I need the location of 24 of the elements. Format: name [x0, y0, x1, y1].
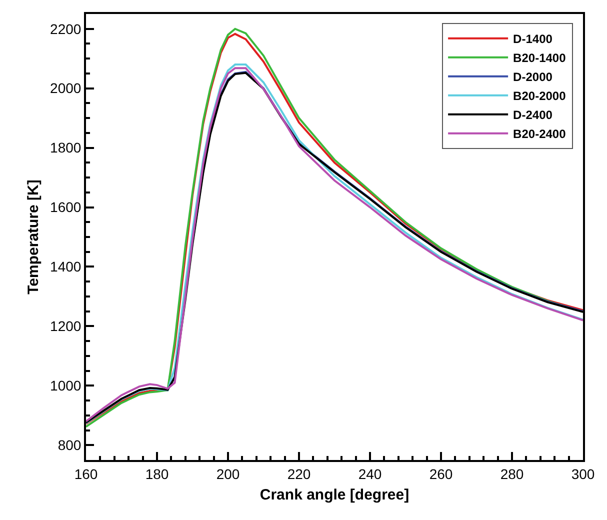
x-tick-label: 160 — [74, 466, 98, 482]
x-tick-label: 300 — [571, 466, 595, 482]
legend-label: D-1400 — [513, 32, 553, 46]
legend-label: B20-1400 — [513, 51, 566, 66]
y-tick-label: 1400 — [50, 258, 82, 275]
x-tick-label: 220 — [287, 466, 311, 482]
y-tick-label: 2200 — [50, 20, 82, 37]
x-tick-label: 240 — [358, 466, 382, 482]
x-tick-label: 180 — [145, 466, 169, 482]
legend-label: B20-2400 — [513, 127, 566, 142]
x-tick-label: 260 — [429, 466, 453, 482]
y-tick-label: 1000 — [50, 378, 82, 394]
y-tick-label: 2000 — [50, 80, 82, 96]
x-axis-title: Crank angle [degree] — [260, 486, 410, 504]
y-tick-label: 1800 — [50, 140, 82, 156]
y-tick-label: 800 — [58, 437, 82, 454]
legend-label: D-2400 — [513, 108, 553, 122]
x-tick-label: 280 — [500, 466, 524, 482]
y-tick-label: 1200 — [50, 318, 82, 334]
y-tick-label: 1600 — [50, 199, 82, 216]
legend-label: B20-2000 — [513, 89, 566, 104]
y-axis-title: Temperature [K] — [24, 180, 42, 294]
x-tick-label: 200 — [216, 466, 240, 482]
legend-label: D-2000 — [513, 70, 553, 84]
